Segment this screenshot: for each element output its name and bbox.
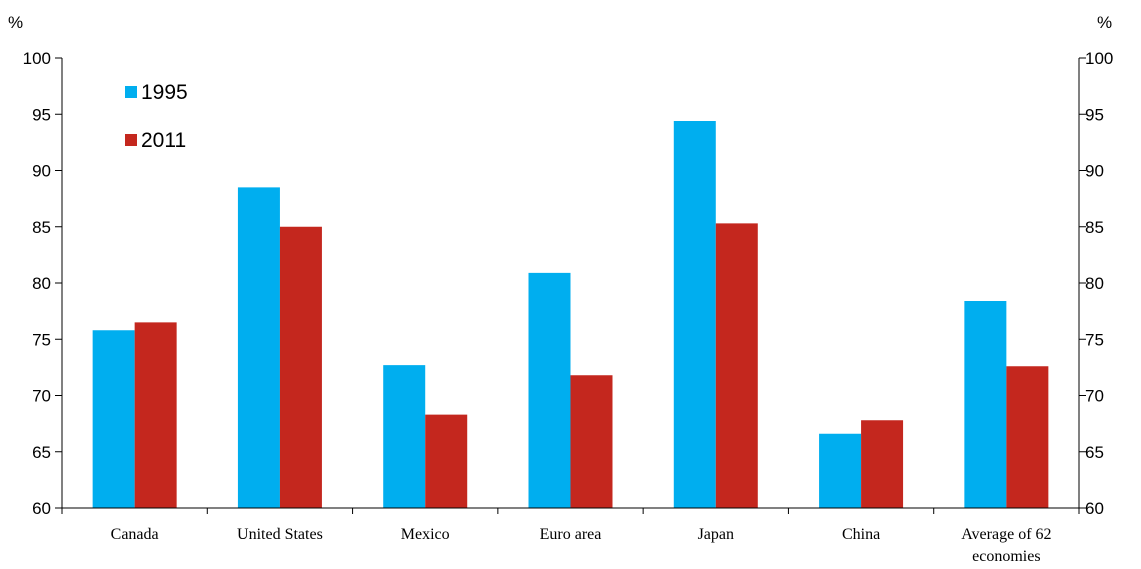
- right-unit-label: %: [1097, 13, 1112, 32]
- category-label: Canada: [111, 526, 159, 543]
- right-tick-label: 85: [1085, 218, 1104, 237]
- right-tick-label: 60: [1085, 499, 1104, 518]
- left-tick-label: 65: [32, 443, 51, 462]
- right-tick-label: 80: [1085, 274, 1104, 293]
- bar-2011-2: [425, 414, 468, 508]
- category-label: Euro area: [540, 526, 602, 543]
- legend-label-1995: 1995: [141, 81, 188, 104]
- category-label: United States: [237, 526, 323, 543]
- bar-2011-3: [570, 375, 613, 508]
- legend-label-2011: 2011: [141, 129, 186, 152]
- left-tick-label: 70: [32, 387, 51, 406]
- bar-1995-0: [92, 330, 135, 508]
- right-tick-label: 95: [1085, 105, 1104, 124]
- left-unit-label: %: [8, 13, 23, 32]
- bar-1995-1: [237, 187, 280, 508]
- bar-2011-4: [715, 223, 758, 508]
- category-label: Average of 62: [961, 526, 1051, 543]
- bar-2011-6: [1006, 366, 1049, 508]
- bar-1995-6: [964, 301, 1007, 508]
- legend-swatch-2011: [125, 134, 137, 146]
- category-label: Mexico: [401, 526, 450, 543]
- bar-2011-5: [861, 420, 904, 508]
- bar-2011-0: [134, 322, 177, 508]
- left-tick-label: 90: [32, 162, 51, 181]
- right-tick-label: 100: [1085, 49, 1113, 68]
- left-tick-label: 75: [32, 330, 51, 349]
- category-label: Japan: [698, 526, 734, 543]
- bar-1995-4: [673, 121, 716, 508]
- right-tick-label: 75: [1085, 330, 1104, 349]
- left-tick-label: 80: [32, 274, 51, 293]
- bar-1995-3: [528, 272, 571, 508]
- bar-1995-5: [819, 433, 862, 508]
- category-label: China: [842, 526, 880, 543]
- right-tick-label: 90: [1085, 162, 1104, 181]
- category-label: economies: [972, 548, 1040, 565]
- left-tick-label: 60: [32, 499, 51, 518]
- left-tick-label: 95: [32, 105, 51, 124]
- left-tick-label: 100: [23, 49, 51, 68]
- legend-swatch-1995: [125, 86, 137, 98]
- bar-2011-1: [279, 226, 322, 508]
- right-tick-label: 70: [1085, 387, 1104, 406]
- right-tick-label: 65: [1085, 443, 1104, 462]
- left-tick-label: 85: [32, 218, 51, 237]
- bar-1995-2: [383, 365, 426, 508]
